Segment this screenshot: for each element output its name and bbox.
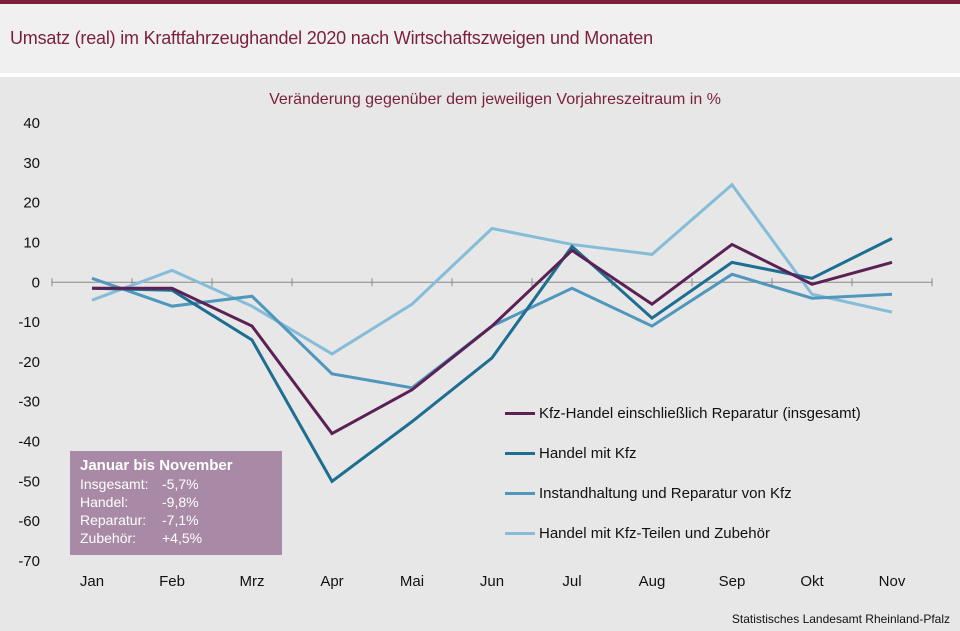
summary-value: -9,8% xyxy=(162,494,199,510)
y-tick-label: -10 xyxy=(18,314,40,331)
summary-row: Zubehör: +4,5% xyxy=(80,529,282,547)
y-tick-label: -30 xyxy=(18,394,40,411)
chart-header: Umsatz (real) im Kraftfahrzeughandel 202… xyxy=(0,4,960,73)
x-tick-label: Jun xyxy=(480,573,504,590)
x-tick-label: Mai xyxy=(400,573,424,590)
summary-box: Januar bis November Insgesamt: -5,7% Han… xyxy=(70,451,282,555)
y-tick-label: 0 xyxy=(32,274,40,291)
legend-swatch xyxy=(505,531,535,535)
series-line xyxy=(91,182,893,356)
series-line xyxy=(92,242,893,436)
y-tick-label: 10 xyxy=(23,234,40,251)
summary-label: Reparatur: xyxy=(80,512,147,528)
summary-value: -5,7% xyxy=(162,476,199,492)
x-tick-label: Nov xyxy=(879,573,906,590)
chart-subtitle: Veränderung gegenüber dem jeweiligen Vor… xyxy=(269,91,721,108)
legend-item: Handel mit Kfz xyxy=(505,433,861,473)
chart-title: Umsatz (real) im Kraftfahrzeughandel 202… xyxy=(10,28,653,48)
y-tick-label: 20 xyxy=(23,195,40,212)
y-axis-ticks: 40 30 20 10 0 -10 -20 -30 -40 -50 -60 -70 xyxy=(18,115,40,570)
series-lines xyxy=(91,182,893,484)
legend-swatch xyxy=(505,491,535,495)
x-tick-label: Feb xyxy=(159,573,185,590)
x-tick-label: Apr xyxy=(320,573,343,590)
x-tick-label: Aug xyxy=(639,573,666,590)
y-tick-label: -50 xyxy=(18,473,40,490)
summary-label: Insgesamt: xyxy=(80,476,149,492)
source-note: Statistisches Landesamt Rheinland-Pfalz xyxy=(731,612,950,626)
x-tick-label: Jul xyxy=(562,573,581,590)
summary-row: Insgesamt: -5,7% xyxy=(80,475,282,493)
summary-row: Reparatur: -7,1% xyxy=(80,511,282,529)
x-axis-labels: Jan Feb Mrz Apr Mai Jun Jul Aug Sep Okt Nov xyxy=(80,573,906,590)
top-accent-bar xyxy=(0,0,960,4)
legend-label: Kfz-Handel einschließlich Reparatur (ins… xyxy=(539,404,861,422)
y-tick-label: -40 xyxy=(18,434,40,451)
legend-swatch xyxy=(505,411,535,415)
summary-row: Handel: -9,8% xyxy=(80,493,282,511)
y-tick-label: 30 xyxy=(23,155,40,172)
summary-value: -7,1% xyxy=(162,512,199,528)
header-divider xyxy=(0,73,960,77)
summary-value: +4,5% xyxy=(162,530,203,546)
legend-item: Handel mit Kfz-Teilen und Zubehör xyxy=(505,513,861,553)
legend-swatch xyxy=(505,451,535,455)
y-tick-label: -60 xyxy=(18,513,40,530)
x-tick-label: Mrz xyxy=(240,573,265,590)
legend-item: Instandhaltung und Reparatur von Kfz xyxy=(505,473,861,513)
legend-item: Kfz-Handel einschließlich Reparatur (ins… xyxy=(505,393,861,433)
series-line xyxy=(91,237,893,484)
legend-label: Instandhaltung und Reparatur von Kfz xyxy=(539,484,792,502)
summary-label: Zubehör: xyxy=(80,530,137,546)
x-tick-label: Sep xyxy=(719,573,746,590)
legend: Kfz-Handel einschließlich Reparatur (ins… xyxy=(505,393,861,553)
x-tick-label: Jan xyxy=(80,573,104,590)
summary-title: Januar bis November xyxy=(80,457,233,474)
x-tick-label: Okt xyxy=(800,573,824,590)
y-tick-label: -70 xyxy=(18,553,40,570)
y-tick-label: -20 xyxy=(18,354,40,371)
legend-label: Handel mit Kfz-Teilen und Zubehör xyxy=(539,524,770,542)
summary-label: Handel: xyxy=(80,494,129,510)
series-line xyxy=(91,272,893,390)
legend-label: Handel mit Kfz xyxy=(539,444,637,462)
y-tick-label: 40 xyxy=(23,115,40,132)
